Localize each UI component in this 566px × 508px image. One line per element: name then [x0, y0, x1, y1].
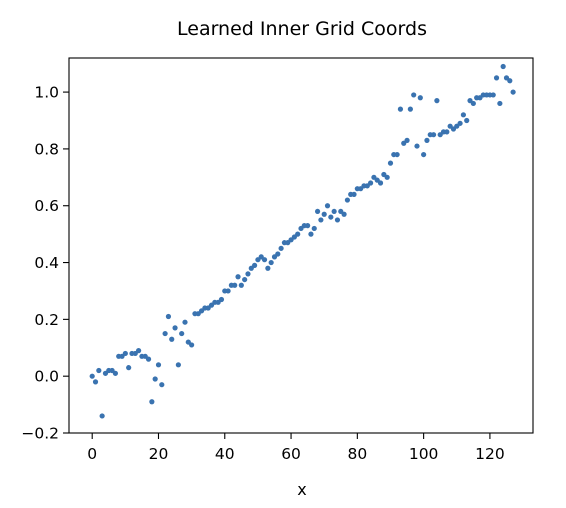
- data-point: [159, 382, 165, 388]
- data-point: [328, 214, 334, 220]
- y-tick-label: 0.2: [34, 311, 59, 329]
- data-point: [278, 245, 284, 251]
- y-tick-label: 0.8: [34, 140, 59, 158]
- data-point: [351, 191, 357, 197]
- x-tick-label: 20: [149, 445, 169, 463]
- y-tick-label: 1.0: [34, 84, 59, 102]
- data-point: [275, 251, 281, 257]
- data-point: [394, 151, 400, 158]
- data-point: [457, 120, 463, 126]
- data-point: [384, 174, 390, 180]
- data-point: [490, 92, 496, 98]
- data-point: [96, 367, 102, 374]
- data-point: [182, 319, 188, 325]
- data-point: [321, 211, 327, 217]
- x-tick-label: 120: [475, 445, 505, 463]
- data-point: [99, 413, 105, 419]
- data-point: [145, 356, 152, 362]
- data-points: [89, 63, 516, 419]
- data-point: [460, 112, 466, 118]
- data-point: [261, 257, 268, 263]
- data-point: [162, 330, 168, 337]
- data-point: [331, 208, 337, 215]
- data-point: [341, 211, 347, 217]
- y-tick-label: 0.6: [34, 197, 59, 215]
- data-point: [155, 362, 162, 368]
- data-point: [165, 313, 172, 320]
- x-tick-label: 100: [409, 445, 439, 463]
- data-point: [245, 271, 251, 277]
- data-point: [507, 78, 513, 84]
- y-tick-label: 0.4: [34, 254, 59, 272]
- data-point: [377, 180, 384, 186]
- data-point: [414, 143, 420, 149]
- data-point: [404, 137, 410, 143]
- data-point: [218, 296, 225, 303]
- data-point: [444, 129, 450, 135]
- data-point: [387, 160, 394, 166]
- data-point: [407, 106, 413, 112]
- data-point: [112, 370, 118, 376]
- data-point: [464, 117, 470, 124]
- data-point: [470, 100, 476, 107]
- data-point: [252, 262, 258, 268]
- data-point: [149, 399, 155, 405]
- plot-frame: [68, 57, 534, 434]
- data-point: [126, 365, 132, 371]
- x-tick-label: 40: [215, 445, 235, 463]
- x-tick-label: 80: [347, 445, 367, 463]
- x-axis-ticks: 0 20 40 60 80 100 120: [87, 433, 505, 463]
- data-point: [242, 276, 248, 283]
- data-point: [368, 180, 374, 186]
- data-point: [311, 225, 317, 232]
- data-point: [295, 231, 301, 237]
- data-point: [152, 376, 158, 382]
- y-axis-ticks: −0.2 0.0 0.2 0.4 0.6 0.8 1.0: [21, 84, 69, 443]
- data-point: [334, 217, 341, 223]
- data-point: [179, 330, 185, 337]
- data-point: [308, 231, 314, 237]
- x-tick-label: 0: [87, 445, 97, 463]
- data-point: [175, 362, 181, 368]
- data-point: [434, 98, 440, 104]
- y-tick-label: −0.2: [21, 425, 59, 443]
- chart-title: Learned Inner Grid Coords: [177, 18, 427, 40]
- data-point: [510, 89, 516, 95]
- data-point: [430, 132, 437, 138]
- data-point: [397, 106, 404, 112]
- data-point: [417, 95, 423, 101]
- data-point: [324, 203, 331, 209]
- data-point: [305, 223, 311, 229]
- data-point: [268, 259, 274, 266]
- data-point: [122, 350, 128, 357]
- data-point: [265, 265, 271, 271]
- data-point: [500, 63, 506, 70]
- data-point: [172, 325, 178, 331]
- data-point: [232, 282, 238, 288]
- data-point: [344, 197, 350, 203]
- data-point: [411, 92, 417, 98]
- data-point: [424, 137, 430, 143]
- data-point: [169, 336, 175, 342]
- data-point: [493, 75, 500, 81]
- data-point: [238, 282, 244, 288]
- data-point: [136, 348, 142, 354]
- data-point: [314, 208, 321, 215]
- data-point: [92, 379, 99, 385]
- x-tick-label: 60: [281, 445, 301, 463]
- data-point: [497, 100, 503, 107]
- data-point: [318, 217, 324, 223]
- data-point: [225, 288, 231, 294]
- y-tick-label: 0.0: [34, 368, 59, 386]
- data-point: [189, 342, 195, 348]
- x-axis-label: x: [297, 480, 306, 499]
- data-point: [421, 151, 427, 158]
- data-point: [235, 274, 241, 280]
- data-point: [89, 373, 95, 379]
